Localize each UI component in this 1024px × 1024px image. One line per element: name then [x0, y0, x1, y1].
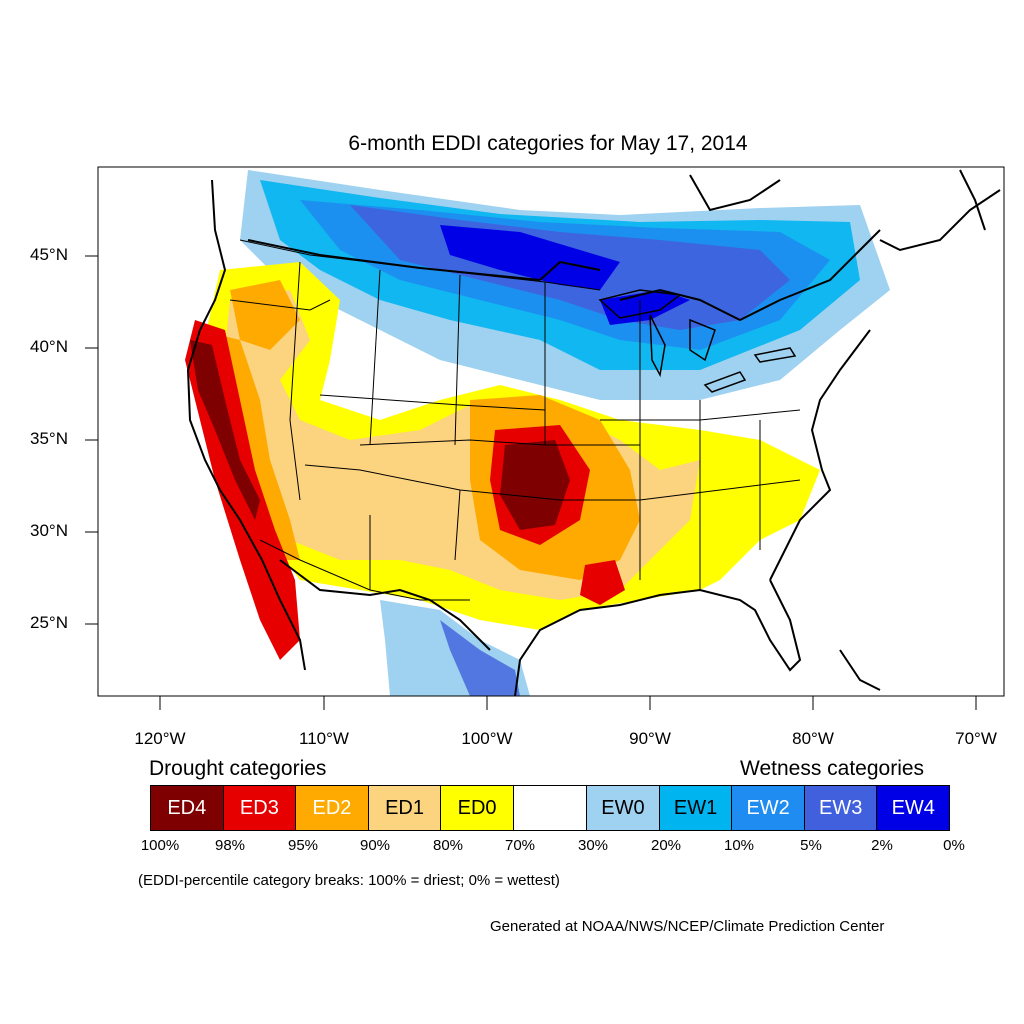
lon-label-90w: 90°W [629, 729, 671, 748]
wet-region-ew4 [440, 225, 620, 290]
break-label: 2% [871, 837, 893, 854]
drought-region-ed2-west [230, 280, 300, 350]
legend-cat-ew3: EW3 [804, 786, 878, 830]
legend-cat-ew4: EW4 [877, 786, 950, 830]
legend-cat-ed3: ED3 [223, 786, 297, 830]
category-note: (EDDI-percentile category breaks: 100% =… [138, 872, 560, 889]
drought-heading: Drought categories [149, 757, 327, 780]
break-label: 80% [432, 837, 464, 854]
wet-region-texas-inner [440, 620, 520, 696]
lon-label-80w: 80°W [792, 729, 834, 748]
legend-cat-ed1: ED1 [368, 786, 442, 830]
axis-ticks [85, 255, 977, 710]
category-field [185, 170, 890, 696]
break-label: 10% [723, 837, 755, 854]
break-label: 0% [943, 837, 965, 854]
lat-label-45n: 45°N [30, 245, 68, 264]
lat-label-25n: 25°N [30, 613, 68, 632]
legend-cat-ed4: ED4 [151, 786, 224, 830]
break-label: 100% [140, 837, 180, 854]
lon-label-100w: 100°W [461, 729, 513, 748]
lon-label-120w: 120°W [134, 729, 186, 748]
category-legend: ED4 ED3 ED2 ED1 ED0 EW0 EW1 EW2 EW3 EW4 [150, 785, 950, 831]
wetness-heading: Wetness categories [740, 757, 925, 780]
legend-cat-ed2: ED2 [296, 786, 369, 830]
great-lakes [598, 289, 797, 393]
legend-cat-neutral [513, 786, 588, 830]
break-label: 98% [214, 837, 246, 854]
lat-label-35n: 35°N [30, 429, 68, 448]
break-label: 90% [359, 837, 391, 854]
lat-label-40n: 40°N [30, 337, 68, 356]
lat-label-30n: 30°N [30, 521, 68, 540]
drought-region-ed3-gulf [580, 560, 625, 605]
drought-region-ed4-plains [500, 440, 570, 530]
coastline [186, 169, 1001, 696]
legend-cat-ew1: EW1 [659, 786, 733, 830]
break-label: 5% [800, 837, 822, 854]
break-label: 95% [287, 837, 319, 854]
map-frame [97, 166, 1005, 697]
break-label: 20% [650, 837, 682, 854]
legend-cat-ew0: EW0 [587, 786, 660, 830]
drought-region-ed4-coast [190, 340, 260, 520]
break-label: 70% [504, 837, 536, 854]
legend-cat-ed0: ED0 [441, 786, 514, 830]
break-label: 30% [577, 837, 609, 854]
state-boundaries [229, 239, 801, 601]
map-title: 6-month EDDI categories for May 17, 2014 [348, 132, 748, 155]
lon-label-70w: 70°W [955, 729, 997, 748]
lon-label-110w: 110°W [299, 729, 349, 748]
legend-cat-ew2: EW2 [732, 786, 805, 830]
credit-line: Generated at NOAA/NWS/NCEP/Climate Predi… [490, 918, 885, 935]
